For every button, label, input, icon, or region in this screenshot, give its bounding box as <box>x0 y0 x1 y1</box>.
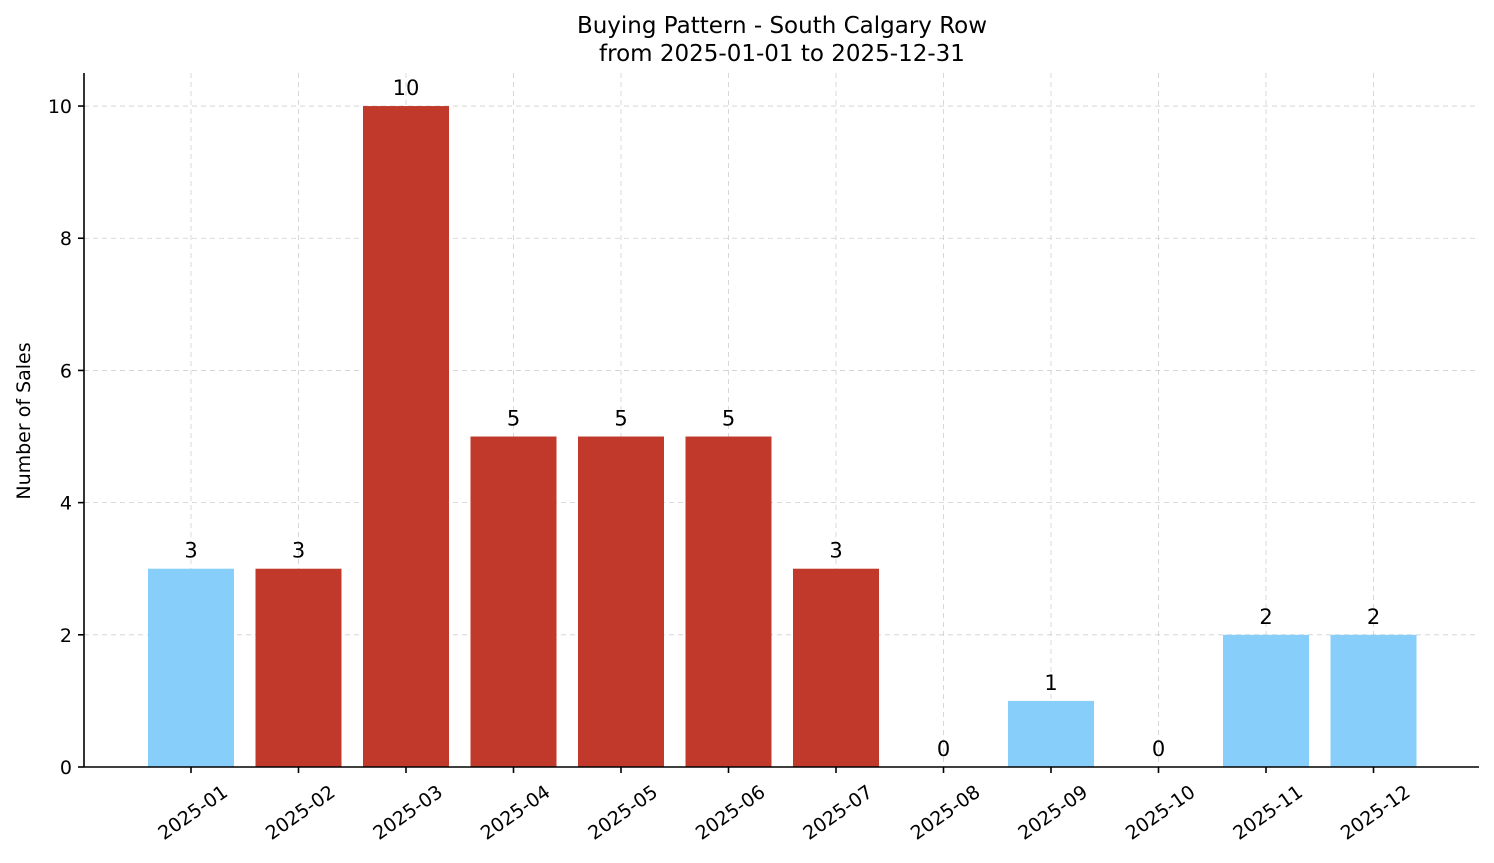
bar <box>148 568 234 767</box>
bar-value-label: 3 <box>829 539 842 563</box>
bar <box>685 436 772 767</box>
bar-value-label: 5 <box>614 407 627 431</box>
bar <box>1008 700 1094 767</box>
bar-value-label: 2 <box>1367 605 1380 629</box>
y-tick-label: 10 <box>48 96 72 118</box>
x-tick-label: 2025-12 <box>1337 781 1415 845</box>
bar-value-label: 2 <box>1259 605 1272 629</box>
bar <box>470 436 557 767</box>
x-tick-label: 2025-03 <box>369 781 447 845</box>
y-tick-label: 2 <box>60 625 72 647</box>
y-tick-label: 0 <box>60 757 72 779</box>
x-tick-label: 2025-07 <box>799 781 877 845</box>
y-tick-label: 8 <box>60 228 72 250</box>
y-ticks: 0 2 4 6 8 10 <box>48 96 84 779</box>
bar-value-label: 0 <box>937 737 950 761</box>
chart-title: Buying Pattern - South Calgary Row <box>577 13 987 39</box>
x-tick-label: 2025-01 <box>154 781 232 845</box>
x-tick-label: 2025-05 <box>584 781 662 845</box>
x-tick-label: 2025-06 <box>692 781 770 845</box>
y-tick-label: 6 <box>60 360 72 382</box>
bar-value-label: 10 <box>393 76 420 100</box>
bar-value-label: 5 <box>722 407 735 431</box>
bar <box>255 568 342 767</box>
bar <box>793 568 879 767</box>
x-tick-label: 2025-11 <box>1229 781 1307 845</box>
y-tick-label: 4 <box>60 493 72 515</box>
bar-value-label: 3 <box>184 539 197 563</box>
chart-subtitle: from 2025-01-01 to 2025-12-31 <box>599 41 965 67</box>
x-tick-label: 2025-08 <box>907 781 985 845</box>
bar <box>578 436 664 767</box>
bar <box>363 106 449 768</box>
bar-value-label: 3 <box>292 539 305 563</box>
x-ticks: 2025-01 2025-02 2025-03 2025-04 2025-05 2025-… <box>154 767 1414 845</box>
bar-value-label: 5 <box>507 407 520 431</box>
bar-value-label: 0 <box>1152 737 1165 761</box>
x-tick-label: 2025-04 <box>477 781 555 845</box>
x-tick-label: 2025-02 <box>262 781 340 845</box>
bar <box>1223 634 1309 767</box>
x-tick-label: 2025-10 <box>1122 781 1200 845</box>
bar-value-label: 1 <box>1044 671 1057 695</box>
x-tick-label: 2025-09 <box>1014 781 1092 845</box>
bar <box>1330 634 1417 767</box>
axes <box>83 73 1479 768</box>
bars <box>148 106 1417 768</box>
y-axis-label: Number of Sales <box>13 342 35 499</box>
